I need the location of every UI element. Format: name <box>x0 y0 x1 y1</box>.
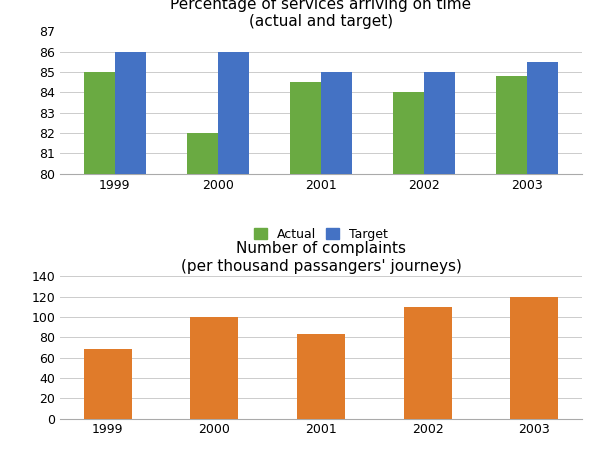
Bar <box>393 93 424 450</box>
Bar <box>404 307 452 418</box>
Bar <box>321 72 352 450</box>
Legend: Actual, Target: Actual, Target <box>250 223 392 246</box>
Bar <box>496 76 527 450</box>
Title: Percentage of services arriving on time
(actual and target): Percentage of services arriving on time … <box>170 0 472 29</box>
Bar <box>218 52 249 450</box>
Bar <box>510 297 558 418</box>
Bar <box>527 62 558 450</box>
Bar <box>115 52 146 450</box>
Bar <box>290 82 321 450</box>
Bar <box>297 334 345 419</box>
Bar <box>84 72 115 450</box>
Bar <box>190 317 238 418</box>
Bar <box>187 133 218 450</box>
Title: Number of complaints
(per thousand passangers' journeys): Number of complaints (per thousand passa… <box>181 241 461 274</box>
Bar <box>84 349 132 418</box>
Bar <box>424 72 455 450</box>
